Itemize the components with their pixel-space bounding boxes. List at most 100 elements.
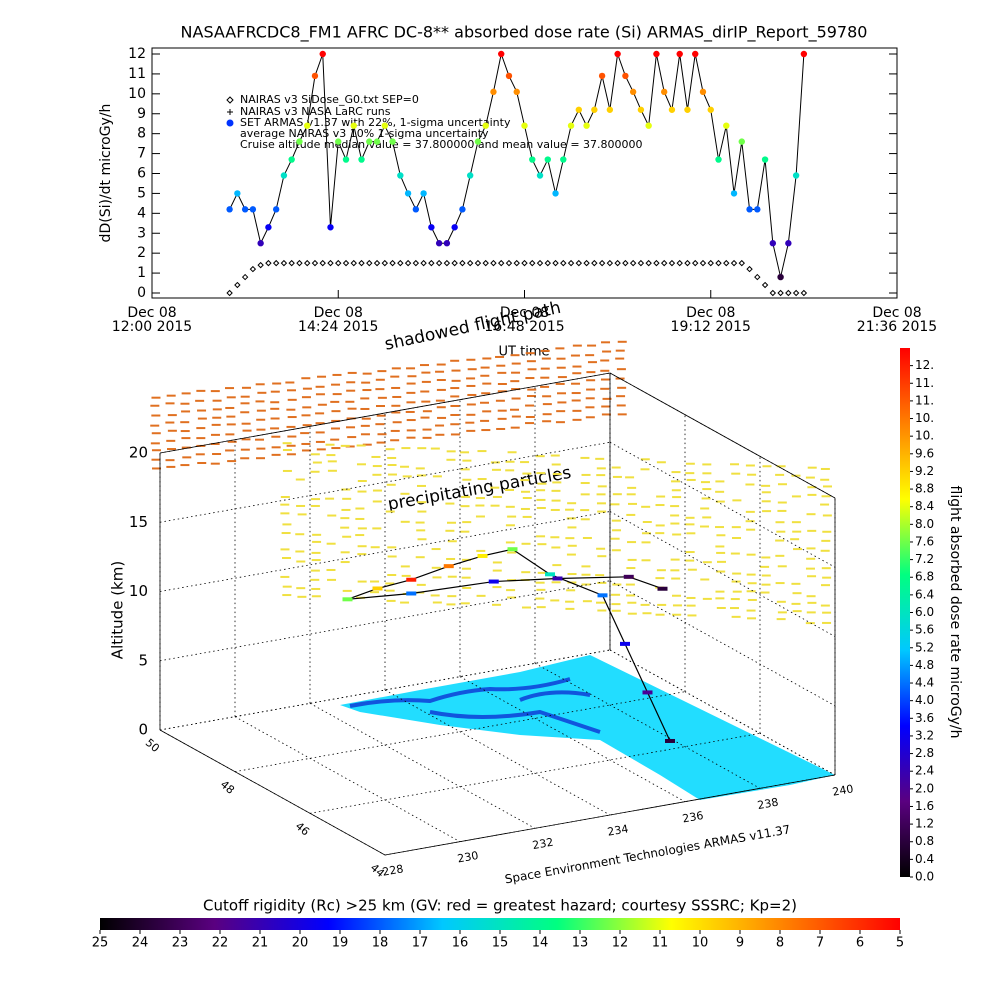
- rc-dash: [525, 352, 535, 355]
- rc-dash: [287, 435, 297, 438]
- rc-dash: [687, 614, 697, 617]
- colorbar-tick-label: 12.: [915, 358, 934, 372]
- rc-dash: [702, 561, 712, 564]
- rc-dash: [330, 438, 340, 441]
- rc-dash: [325, 497, 335, 500]
- rc-dash: [567, 573, 577, 576]
- colorbar-tick-label: 21: [252, 936, 269, 951]
- rc-dash: [372, 500, 382, 503]
- colorbar-tick-label: 6: [856, 936, 864, 951]
- y-tick-label: 7: [137, 146, 146, 162]
- rc-dash: [400, 520, 410, 523]
- data-point: [560, 156, 567, 163]
- rc-dash: [296, 560, 306, 563]
- rc-dash: [641, 532, 651, 535]
- rc-dash: [241, 438, 251, 441]
- rc-dash: [746, 590, 756, 593]
- rc-dash: [347, 371, 357, 374]
- rc-dash: [510, 354, 520, 357]
- rc-dash: [542, 420, 552, 423]
- rc-dash: [685, 551, 695, 554]
- colorbar-tick-label: 3.6: [915, 711, 934, 725]
- colorbar-tick-label: 4.0: [915, 693, 934, 707]
- rc-dash: [746, 609, 756, 612]
- flight-point: [597, 593, 608, 598]
- rc-dash: [342, 535, 352, 538]
- rc-dash: [272, 382, 282, 385]
- rc-dash: [807, 466, 817, 469]
- rc-dash: [447, 540, 457, 543]
- rc-dash: [436, 388, 446, 391]
- rc-dash: [460, 602, 470, 605]
- rc-dash: [377, 396, 387, 399]
- data-point: [420, 190, 427, 197]
- data-point: [296, 259, 303, 267]
- rc-dash: [211, 423, 221, 426]
- rc-dash: [225, 406, 235, 409]
- rc-dash: [732, 572, 742, 575]
- rc-dash: [310, 453, 320, 456]
- rc-dash: [406, 419, 416, 422]
- rc-dash: [731, 615, 741, 618]
- rc-dash: [747, 617, 757, 620]
- rc-dash: [446, 603, 456, 606]
- rc-dash: [807, 529, 817, 532]
- rc-dash: [565, 508, 575, 511]
- rc-dash: [602, 350, 612, 353]
- rc-dash: [542, 403, 552, 406]
- rc-dash: [807, 486, 817, 489]
- box-edge: [159, 729, 386, 856]
- rc-dash: [345, 400, 355, 403]
- y-tick-label: 12: [128, 46, 146, 62]
- rc-dash: [617, 340, 627, 343]
- rc-dash: [431, 548, 441, 551]
- data-point: [257, 261, 264, 269]
- rc-dash: [181, 392, 191, 395]
- rc-dash: [715, 597, 725, 600]
- colorbar-tick-label: 11.: [915, 376, 934, 390]
- rc-dash: [151, 449, 161, 452]
- rc-dash: [332, 373, 342, 376]
- rc-dash: [340, 561, 350, 564]
- y-tick-label: 48: [218, 778, 237, 797]
- rc-dash: [542, 395, 552, 398]
- z-tick-label: 0: [138, 721, 148, 739]
- data-point: [606, 106, 614, 113]
- rc-dash: [551, 463, 561, 466]
- rc-dash: [617, 413, 627, 416]
- rc-dash: [197, 461, 207, 464]
- rc-dash: [480, 374, 490, 377]
- rc-dash: [151, 458, 161, 461]
- rc-dash: [295, 550, 305, 553]
- rc-dash: [477, 450, 487, 453]
- data-point: [466, 172, 474, 179]
- rc-dash: [505, 505, 515, 508]
- rc-dash: [507, 551, 517, 554]
- rc-dash: [821, 567, 831, 570]
- data-point: [660, 88, 668, 96]
- rc-dash: [581, 583, 591, 586]
- rc-dash: [762, 510, 772, 513]
- rc-dash: [401, 574, 411, 577]
- rc-dash: [716, 606, 726, 609]
- rc-dash: [372, 465, 382, 468]
- rc-dash: [526, 395, 536, 398]
- rc-dash: [302, 406, 312, 409]
- rc-dash: [481, 429, 491, 432]
- rc-dash: [326, 454, 336, 457]
- data-point: [404, 190, 412, 197]
- data-point: [754, 273, 761, 281]
- data-point: [474, 259, 482, 267]
- rc-dash: [492, 569, 502, 572]
- data-point: [459, 206, 466, 213]
- rc-dash: [777, 483, 787, 486]
- rc-dash: [297, 595, 307, 598]
- flight-path: [347, 548, 671, 742]
- data-point: [443, 259, 451, 267]
- data-point: [637, 259, 645, 267]
- rc-dash: [356, 444, 366, 447]
- rc-dash: [281, 532, 291, 535]
- rc-dash: [596, 467, 606, 470]
- rc-dash: [672, 604, 682, 607]
- rc-dash: [302, 424, 312, 427]
